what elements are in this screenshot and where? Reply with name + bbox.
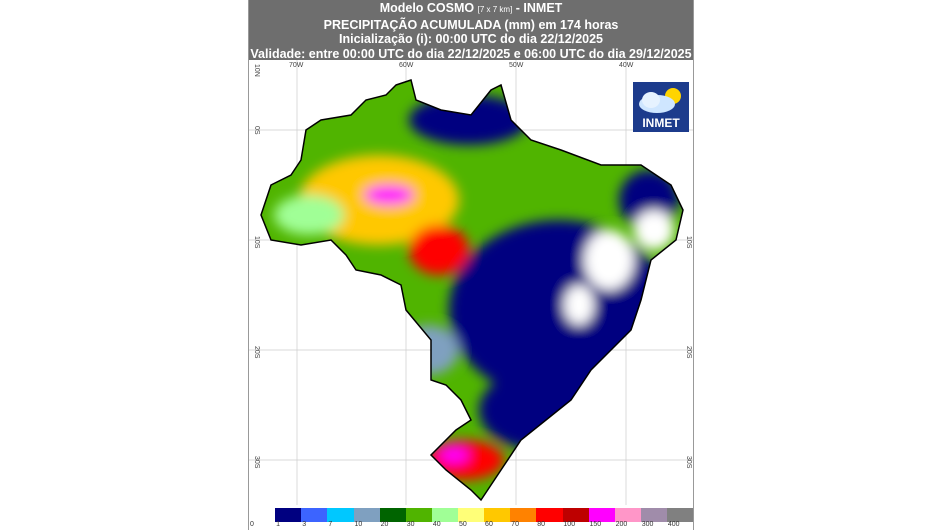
legend-swatch xyxy=(327,508,354,522)
lat-label: 10S xyxy=(685,236,692,249)
precipitation-field xyxy=(261,80,683,500)
lat-label: 10S xyxy=(253,236,260,249)
inmet-logo: INMET xyxy=(633,82,689,132)
legend-labels: 0 1 3 7 10 20 30 40 50 60 70 80 100 150 200 300 400 xyxy=(249,521,693,530)
legend-label: 50 xyxy=(458,521,467,528)
lat-label: 0S xyxy=(253,126,260,135)
legend-label: 1 xyxy=(276,521,281,528)
legend-swatch xyxy=(301,508,328,522)
legend-label: 60 xyxy=(485,521,493,528)
legend-swatch xyxy=(379,508,406,522)
legend-swatch xyxy=(640,508,667,522)
legend-label: 400 xyxy=(667,521,680,528)
lat-label: 10N xyxy=(253,64,260,77)
legend-label: 3 xyxy=(302,521,307,528)
legend-label: 150 xyxy=(589,521,602,528)
legend-swatch xyxy=(614,508,641,522)
legend-swatch xyxy=(484,508,511,522)
legend-swatch xyxy=(405,508,432,522)
color-legend xyxy=(249,508,694,522)
legend-swatch xyxy=(536,508,563,522)
lon-label: 50W xyxy=(509,62,524,69)
lat-label: 20S xyxy=(685,346,692,359)
legend-label: 100 xyxy=(563,521,576,528)
lat-label: 30S xyxy=(253,456,260,469)
precipitation-map xyxy=(249,0,693,505)
legend-label: 20 xyxy=(380,521,389,528)
legend-swatch xyxy=(458,508,485,522)
lon-label: 60W xyxy=(399,62,414,69)
legend-swatch xyxy=(667,508,694,522)
legend-label: 0 xyxy=(250,521,254,528)
map-panel: Modelo COSMO [7 x 7 km] - INMET PRECIPIT… xyxy=(248,0,694,530)
legend-label: 40 xyxy=(432,521,441,528)
lat-label: 30S xyxy=(685,456,692,469)
legend-swatch xyxy=(562,508,589,522)
lon-label: 70W xyxy=(289,62,304,69)
legend-label: 200 xyxy=(615,521,628,528)
legend-swatch xyxy=(510,508,537,522)
legend-label: 30 xyxy=(406,521,415,528)
brazil-border xyxy=(260,79,684,502)
legend-label: 10 xyxy=(354,521,363,528)
lat-label: 20S xyxy=(253,346,260,359)
legend-swatch xyxy=(275,508,302,522)
legend-label: 70 xyxy=(511,521,519,528)
legend-swatch xyxy=(431,508,458,522)
cloud-sun-icon xyxy=(639,88,681,113)
legend-label: 7 xyxy=(328,521,333,528)
lon-label: 40W xyxy=(619,62,634,69)
legend-swatch xyxy=(249,508,276,522)
legend-label: 300 xyxy=(641,521,654,528)
map-title: Modelo COSMO [7 x 7 km] - INMET PRECIPIT… xyxy=(249,0,693,61)
legend-swatch xyxy=(588,508,615,522)
legend-label: 80 xyxy=(537,521,546,528)
legend-swatch xyxy=(353,508,380,522)
